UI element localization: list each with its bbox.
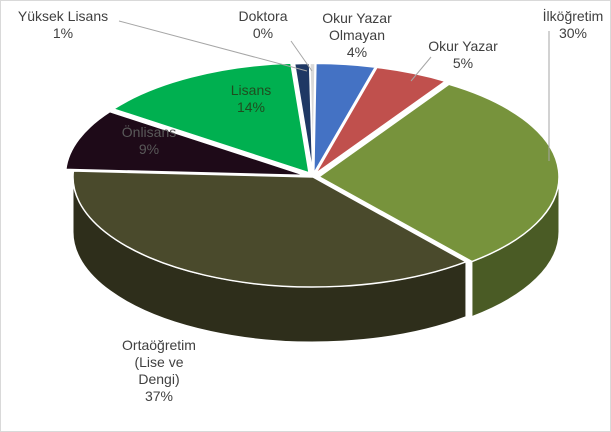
pie-tops — [64, 62, 560, 288]
data-label-0: Okur Yazar Olmayan 4% — [322, 10, 392, 60]
pie-slice-5 — [111, 62, 311, 174]
pie-slice-0 — [312, 62, 377, 177]
pie-slice-1 — [314, 66, 448, 175]
data-labels: Okur Yazar Olmayan 4% Okur Yazar 5% İlköğreti… — [18, 7, 603, 404]
data-label-7: Doktora 0% — [238, 8, 287, 41]
leader-line-7 — [290, 40, 313, 72]
pie-slice-3 — [72, 170, 468, 288]
pie-slice-4 — [64, 110, 306, 177]
data-label-2: İlköğretim 30% — [543, 7, 604, 41]
leader-line-1 — [410, 56, 432, 82]
data-label-5: Lisans 14% — [231, 82, 271, 115]
leader-line-6 — [118, 20, 308, 72]
data-label-4: Önlisans 9% — [122, 123, 176, 157]
data-label-3: Ortaöğretim (Lise ve Dengi) 37% — [122, 337, 196, 404]
leader-lines — [118, 20, 550, 161]
pie-slice-7 — [309, 62, 316, 174]
data-label-1: Okur Yazar 5% — [428, 38, 498, 71]
data-label-6: Yüksek Lisans 1% — [18, 8, 108, 41]
pie-slice-2 — [317, 83, 560, 263]
